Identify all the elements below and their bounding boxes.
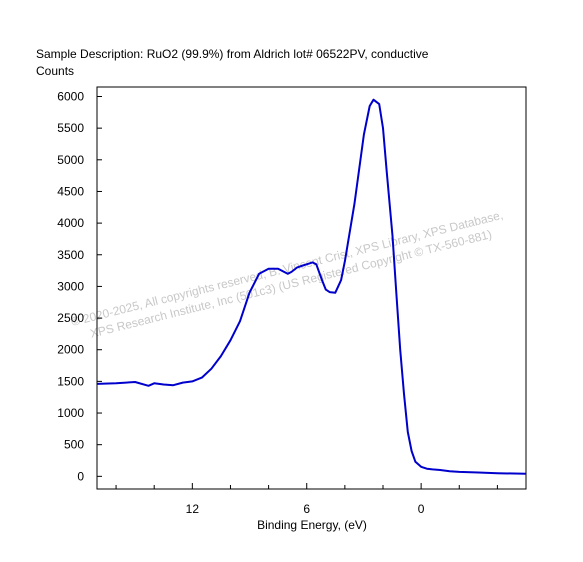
x-tick-label: 0 [418, 502, 425, 516]
y-tick-label: 500 [64, 438, 84, 452]
x-tick-label: 12 [186, 502, 200, 516]
x-tick-label: 6 [303, 502, 310, 516]
watermark-line-2: XPS Research Institute, Inc (501c3) (US … [89, 227, 494, 341]
y-tick-label: 5500 [57, 121, 84, 135]
chart-title: Sample Description: RuO2 (99.9%) from Al… [36, 47, 429, 61]
y-tick-label: 0 [77, 469, 84, 483]
plot-area-frame [96, 86, 527, 490]
y-tick-label: 2500 [57, 311, 84, 325]
watermark-line-1: © 2020-2025, All copyrights reserved, B.… [70, 208, 505, 329]
y-tick-label: 1000 [57, 406, 84, 420]
copyright-watermark: © 2020-2025, All copyrights reserved, B.… [70, 208, 505, 341]
spectrum-line [96, 98, 527, 475]
y-axis-label: Counts [36, 64, 74, 78]
x-axis-ticks: 12 6 0 [115, 483, 498, 516]
y-axis-ticks: 0 500 1000 1500 2000 2500 3000 3500 4000 4500 5000… [57, 89, 102, 483]
y-tick-label: 4000 [57, 216, 84, 230]
y-tick-label: 3000 [57, 279, 84, 293]
x-axis-label: Binding Energy, (eV) [257, 518, 367, 532]
y-tick-label: 1500 [57, 374, 84, 388]
y-tick-label: 6000 [57, 89, 84, 103]
y-tick-label: 2000 [57, 343, 84, 357]
y-tick-label: 3500 [57, 248, 84, 262]
y-tick-label: 4500 [57, 184, 84, 198]
y-tick-label: 5000 [57, 153, 84, 167]
